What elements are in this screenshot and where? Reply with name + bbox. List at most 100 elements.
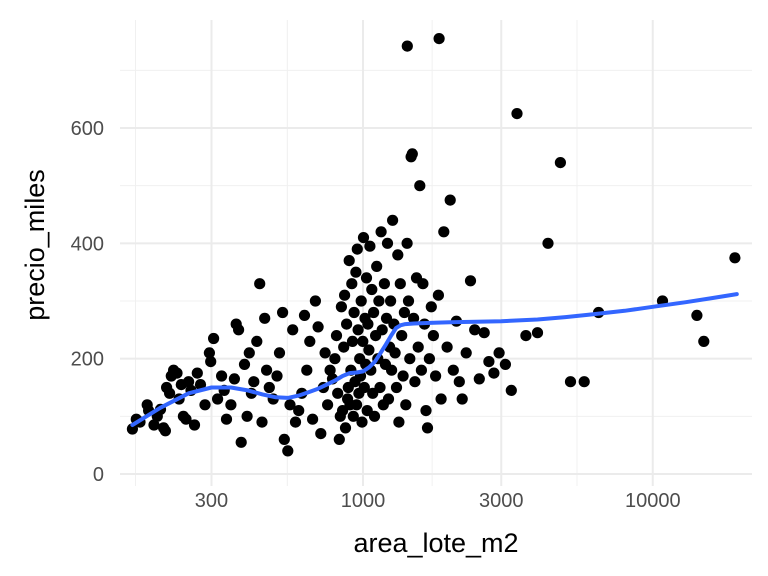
data-point bbox=[386, 364, 398, 376]
data-point bbox=[319, 347, 331, 359]
data-point bbox=[400, 399, 412, 411]
data-point bbox=[505, 384, 517, 396]
data-point bbox=[348, 306, 360, 319]
data-point bbox=[261, 364, 273, 376]
data-point bbox=[698, 335, 710, 347]
data-point bbox=[339, 422, 352, 434]
data-point bbox=[307, 413, 319, 425]
data-point bbox=[233, 324, 245, 336]
data-point bbox=[421, 422, 434, 434]
data-point bbox=[346, 335, 359, 347]
data-point bbox=[444, 194, 456, 206]
data-point bbox=[148, 419, 160, 431]
data-point bbox=[397, 370, 409, 382]
data-point bbox=[333, 433, 345, 445]
data-point bbox=[216, 370, 228, 382]
data-point bbox=[415, 364, 427, 376]
data-point bbox=[414, 180, 426, 192]
minor-gridlines bbox=[120, 20, 752, 486]
x-tick-label: 300 bbox=[195, 490, 228, 512]
data-point bbox=[412, 341, 424, 353]
y-axis-title: precio_miles bbox=[20, 169, 50, 321]
data-point bbox=[390, 381, 403, 394]
data-point bbox=[406, 148, 418, 160]
data-point bbox=[378, 278, 390, 290]
data-point bbox=[385, 295, 397, 307]
data-point bbox=[453, 376, 465, 388]
data-point bbox=[409, 376, 421, 388]
data-point bbox=[199, 399, 211, 411]
data-point bbox=[375, 226, 387, 238]
data-point bbox=[366, 283, 378, 296]
data-point bbox=[447, 364, 459, 376]
data-point bbox=[205, 356, 217, 368]
data-point bbox=[191, 367, 203, 379]
data-point bbox=[464, 275, 477, 287]
data-point bbox=[248, 376, 260, 388]
y-axis-tick-labels: 0 200 400 600 bbox=[71, 118, 104, 486]
data-point bbox=[350, 266, 362, 278]
data-point bbox=[425, 301, 437, 313]
x-tick-label: 1000 bbox=[341, 490, 386, 512]
data-point bbox=[456, 393, 468, 405]
data-point bbox=[322, 399, 334, 411]
data-point bbox=[256, 416, 268, 428]
data-point bbox=[427, 330, 439, 342]
data-point bbox=[362, 318, 374, 330]
data-point bbox=[332, 387, 344, 399]
y-tick-label: 600 bbox=[71, 118, 104, 140]
data-point bbox=[435, 393, 447, 405]
data-point bbox=[183, 376, 195, 388]
data-point bbox=[329, 353, 341, 365]
x-tick-label: 10000 bbox=[625, 490, 681, 512]
smooth-trend-line bbox=[130, 292, 739, 427]
data-point bbox=[126, 423, 138, 435]
y-tick-label: 200 bbox=[71, 349, 104, 371]
data-point bbox=[351, 399, 363, 411]
data-point bbox=[520, 330, 532, 342]
data-point bbox=[194, 379, 207, 391]
y-tick-label: 0 bbox=[93, 464, 104, 486]
data-point bbox=[339, 289, 351, 301]
data-point bbox=[374, 381, 386, 394]
data-point bbox=[315, 428, 327, 440]
data-point bbox=[460, 347, 472, 359]
data-point bbox=[341, 318, 353, 330]
data-point bbox=[278, 433, 290, 445]
data-point bbox=[309, 295, 321, 307]
data-point bbox=[382, 393, 395, 405]
x-axis-title: area_lote_m2 bbox=[353, 528, 518, 558]
data-point bbox=[469, 324, 481, 336]
data-point bbox=[312, 321, 324, 333]
data-point bbox=[243, 347, 255, 359]
data-point bbox=[368, 306, 380, 319]
data-point bbox=[433, 33, 445, 45]
y-tick-label: 400 bbox=[71, 233, 104, 255]
data-point bbox=[335, 301, 347, 313]
data-point bbox=[387, 214, 399, 226]
data-point bbox=[254, 278, 266, 290]
data-point bbox=[376, 324, 388, 336]
data-point bbox=[324, 364, 336, 376]
data-point bbox=[420, 405, 432, 417]
data-point bbox=[343, 255, 355, 267]
data-point bbox=[493, 347, 505, 359]
data-point bbox=[346, 278, 358, 290]
data-point bbox=[401, 40, 413, 52]
x-axis-tick-labels: 300 1000 3000 10000 bbox=[195, 490, 681, 512]
data-point bbox=[511, 108, 523, 120]
data-point bbox=[220, 413, 233, 425]
data-point bbox=[251, 335, 263, 347]
data-point bbox=[241, 410, 253, 422]
data-point bbox=[347, 410, 359, 422]
data-point bbox=[373, 295, 385, 307]
data-point bbox=[401, 237, 413, 249]
data-point bbox=[531, 327, 544, 339]
data-point bbox=[357, 232, 370, 244]
data-point bbox=[473, 373, 485, 385]
data-point bbox=[208, 332, 220, 345]
data-point bbox=[271, 370, 283, 382]
data-point bbox=[488, 367, 500, 379]
data-point bbox=[289, 416, 302, 428]
